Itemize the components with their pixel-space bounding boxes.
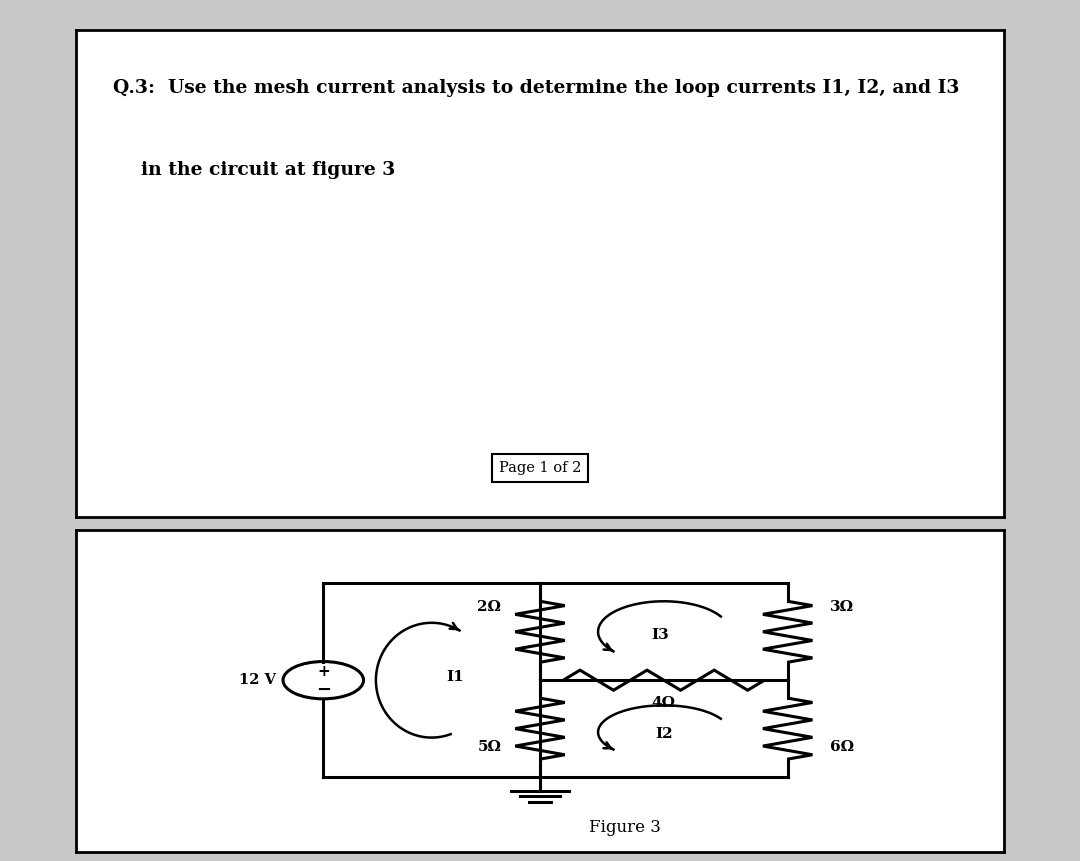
Text: 3Ω: 3Ω: [831, 599, 854, 614]
Text: Page 1 of 2: Page 1 of 2: [499, 461, 581, 475]
Text: 4Ω: 4Ω: [652, 697, 676, 710]
Text: I3: I3: [651, 629, 669, 642]
Text: Figure 3: Figure 3: [590, 819, 661, 836]
Text: +: +: [316, 664, 329, 678]
Text: −: −: [315, 681, 330, 699]
Text: 5Ω: 5Ω: [477, 740, 501, 753]
Text: I2: I2: [656, 727, 673, 741]
Text: I1: I1: [446, 670, 463, 684]
Text: in the circuit at figure 3: in the circuit at figure 3: [140, 162, 395, 179]
Text: Q.3:  Use the mesh current analysis to determine the loop currents I1, I2, and I: Q.3: Use the mesh current analysis to de…: [112, 79, 959, 96]
Text: 12 V: 12 V: [239, 673, 276, 687]
Text: 2Ω: 2Ω: [477, 599, 501, 614]
Text: 6Ω: 6Ω: [831, 740, 854, 753]
